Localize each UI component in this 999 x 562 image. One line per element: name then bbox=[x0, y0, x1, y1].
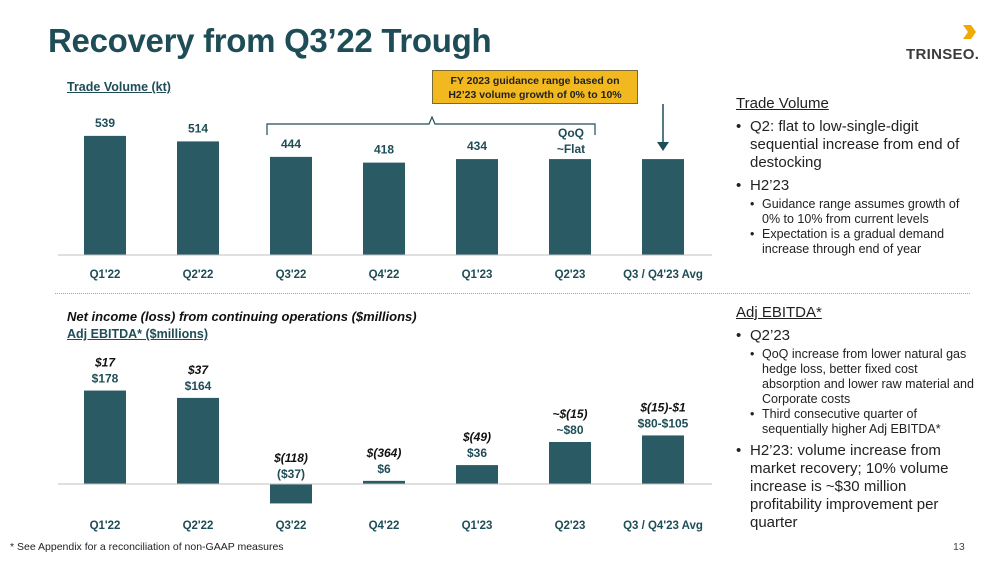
ebitda-bullet-q2-label: Q2’23 bbox=[750, 327, 791, 344]
net-income-label-6: $(15)-$1 bbox=[639, 400, 686, 414]
net-income-label-1: $37 bbox=[187, 363, 209, 377]
adj-ebitda-commentary: Adj EBITDA* Q2’23 QoQ increase from lowe… bbox=[736, 304, 976, 537]
ebitda-bar-5 bbox=[549, 442, 591, 484]
ebitda-bullet-h2: H2’23: volume increase from market recov… bbox=[736, 442, 976, 532]
footnote: * See Appendix for a reconciliation of n… bbox=[10, 541, 284, 553]
trade-sub-bullet-expectation: Expectation is a gradual demand increase… bbox=[750, 227, 976, 257]
logo-text: TRINSEO. bbox=[906, 46, 980, 63]
adj-ebitda-chart-title: Adj EBITDA* ($millions) bbox=[67, 327, 208, 341]
ebitda-bar-4 bbox=[456, 465, 498, 484]
trade-category-label-0: Q1'22 bbox=[90, 269, 121, 281]
trade-category-label-5: Q2'23 bbox=[555, 269, 586, 281]
net-income-label-5: ~$(15) bbox=[552, 407, 587, 421]
trade-bar-1 bbox=[177, 141, 219, 255]
ebitda-category-label-3: Q4'22 bbox=[369, 520, 400, 532]
ebitda-sub-bullet-third-quarter: Third consecutive quarter of sequentiall… bbox=[750, 407, 976, 437]
trade-bar-5 bbox=[549, 159, 591, 255]
trade-value-label-2: 444 bbox=[281, 137, 301, 151]
ebitda-category-label-5: Q2'23 bbox=[555, 520, 586, 532]
ebitda-bar-2 bbox=[270, 484, 312, 504]
adj-ebitda-chart: $178 $17 Q1'22 $164 $37 Q2'22 ($37) $(118) Q3'22… bbox=[58, 356, 712, 532]
ebitda-bar-1 bbox=[177, 397, 219, 484]
ebitda-category-label-1: Q2'22 bbox=[183, 520, 214, 532]
qoq-label-line-2: ~Flat bbox=[557, 142, 585, 156]
ebitda-category-label-4: Q1'23 bbox=[462, 520, 493, 532]
net-income-chart-title: Net income (loss) from continuing operat… bbox=[67, 309, 417, 324]
guidance-callout: FY 2023 guidance range based on H2’23 vo… bbox=[432, 70, 638, 104]
trade-volume-chart: 539 Q1'22 514 Q2'22 444 Q3'22 418 Q4'22 434 Q1'23… bbox=[58, 104, 712, 281]
trade-value-label-1: 514 bbox=[188, 121, 208, 135]
ebitda-value-label-3: $6 bbox=[377, 462, 391, 476]
trade-category-label-2: Q3'22 bbox=[276, 269, 307, 281]
callout-arrowhead bbox=[657, 142, 669, 151]
slide-title: Recovery from Q3’22 Trough bbox=[48, 22, 492, 59]
ebitda-category-label-0: Q1'22 bbox=[90, 520, 121, 532]
trade-category-label-4: Q1'23 bbox=[462, 269, 493, 281]
trade-bullet-q2: Q2: flat to low-single-digit sequential … bbox=[736, 118, 976, 172]
net-income-label-3: $(364) bbox=[366, 446, 402, 460]
trade-bracket bbox=[266, 115, 596, 135]
trade-bullet-h2: H2’23 Guidance range assumes growth of 0… bbox=[736, 177, 976, 257]
ebitda-value-label-1: $164 bbox=[185, 379, 212, 393]
ebitda-value-label-6: $80-$105 bbox=[638, 416, 689, 430]
trade-volume-chart-title: Trade Volume (kt) bbox=[67, 80, 171, 94]
ebitda-category-label-6: Q3 / Q4'23 Avg bbox=[623, 520, 703, 532]
callout-line-1: FY 2023 guidance range based on bbox=[450, 75, 620, 87]
trade-bar-4 bbox=[456, 159, 498, 255]
net-income-label-2: $(118) bbox=[273, 451, 308, 465]
trade-value-label-4: 434 bbox=[467, 139, 487, 153]
trade-bar-6 bbox=[642, 159, 684, 255]
page-number: 13 bbox=[953, 541, 965, 553]
logo-chevron-icon bbox=[963, 25, 976, 39]
net-income-label-0: $17 bbox=[94, 356, 116, 370]
trade-value-label-0: 539 bbox=[95, 116, 115, 130]
trade-value-label-3: 418 bbox=[374, 143, 394, 157]
trade-bar-3 bbox=[363, 162, 405, 255]
trade-sub-bullet-guidance: Guidance range assumes growth of 0% to 1… bbox=[750, 197, 976, 227]
ebitda-bar-6 bbox=[642, 435, 684, 484]
callout-line-2: H2’23 volume growth of 0% to 10% bbox=[448, 89, 622, 101]
ebitda-category-label-2: Q3'22 bbox=[276, 520, 307, 532]
trade-bullet-h2-label: H2’23 bbox=[750, 177, 790, 194]
section-divider bbox=[55, 293, 970, 294]
trade-volume-heading: Trade Volume bbox=[736, 95, 829, 112]
ebitda-value-label-5: ~$80 bbox=[556, 423, 583, 437]
qoq-label-line-1: QoQ bbox=[558, 126, 584, 140]
ebitda-bar-3 bbox=[363, 480, 405, 484]
ebitda-bar-0 bbox=[84, 390, 126, 484]
ebitda-value-label-2: ($37) bbox=[277, 467, 305, 481]
net-income-label-4: $(49) bbox=[462, 430, 491, 444]
trinseo-logo: TRINSEO. bbox=[906, 24, 980, 68]
trade-category-label-6: Q3 / Q4'23 Avg bbox=[623, 269, 703, 281]
ebitda-sub-bullet-qoq: QoQ increase from lower natural gas hedg… bbox=[750, 347, 976, 407]
ebitda-bullet-q2: Q2’23 QoQ increase from lower natural ga… bbox=[736, 327, 976, 437]
adj-ebitda-heading: Adj EBITDA* bbox=[736, 304, 822, 321]
trade-category-label-1: Q2'22 bbox=[183, 269, 214, 281]
trade-category-label-3: Q4'22 bbox=[369, 269, 400, 281]
trade-volume-commentary: Trade Volume Q2: flat to low-single-digi… bbox=[736, 95, 976, 262]
trade-bar-2 bbox=[270, 156, 312, 255]
ebitda-value-label-4: $36 bbox=[467, 446, 487, 460]
ebitda-value-label-0: $178 bbox=[92, 372, 119, 386]
trade-bar-0 bbox=[84, 135, 126, 255]
